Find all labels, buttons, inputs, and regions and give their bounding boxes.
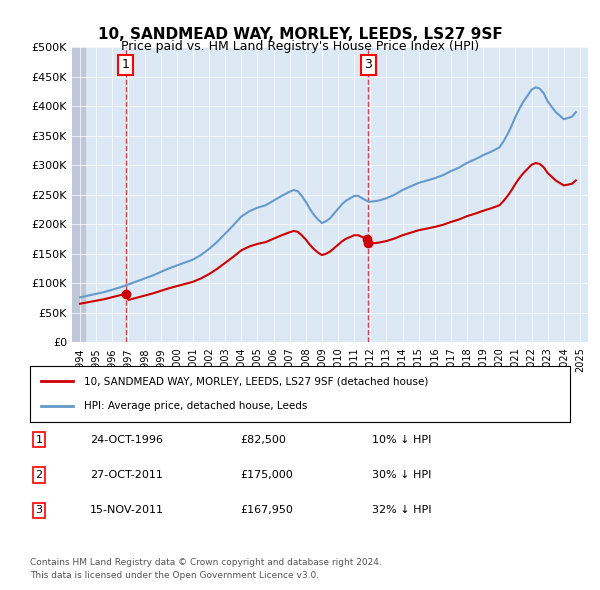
Text: £82,500: £82,500 (240, 435, 286, 444)
Text: 2: 2 (35, 470, 43, 480)
Text: 1: 1 (122, 58, 130, 71)
Text: 27-OCT-2011: 27-OCT-2011 (90, 470, 163, 480)
Text: 15-NOV-2011: 15-NOV-2011 (90, 506, 164, 515)
Text: Price paid vs. HM Land Registry's House Price Index (HPI): Price paid vs. HM Land Registry's House … (121, 40, 479, 53)
Text: £175,000: £175,000 (240, 470, 293, 480)
Bar (72, 47, 85, 342)
Bar (72, 47, 85, 342)
Text: HPI: Average price, detached house, Leeds: HPI: Average price, detached house, Leed… (84, 401, 307, 411)
Text: £167,950: £167,950 (240, 506, 293, 515)
Text: 3: 3 (364, 58, 373, 71)
Text: 30% ↓ HPI: 30% ↓ HPI (372, 470, 431, 480)
Text: 10% ↓ HPI: 10% ↓ HPI (372, 435, 431, 444)
Text: 1: 1 (35, 435, 43, 444)
Text: 24-OCT-1996: 24-OCT-1996 (90, 435, 163, 444)
Text: This data is licensed under the Open Government Licence v3.0.: This data is licensed under the Open Gov… (30, 571, 319, 580)
Text: 32% ↓ HPI: 32% ↓ HPI (372, 506, 431, 515)
Text: 10, SANDMEAD WAY, MORLEY, LEEDS, LS27 9SF: 10, SANDMEAD WAY, MORLEY, LEEDS, LS27 9S… (98, 27, 502, 41)
Text: Contains HM Land Registry data © Crown copyright and database right 2024.: Contains HM Land Registry data © Crown c… (30, 558, 382, 566)
Text: 10, SANDMEAD WAY, MORLEY, LEEDS, LS27 9SF (detached house): 10, SANDMEAD WAY, MORLEY, LEEDS, LS27 9S… (84, 376, 428, 386)
Text: 3: 3 (35, 506, 43, 515)
